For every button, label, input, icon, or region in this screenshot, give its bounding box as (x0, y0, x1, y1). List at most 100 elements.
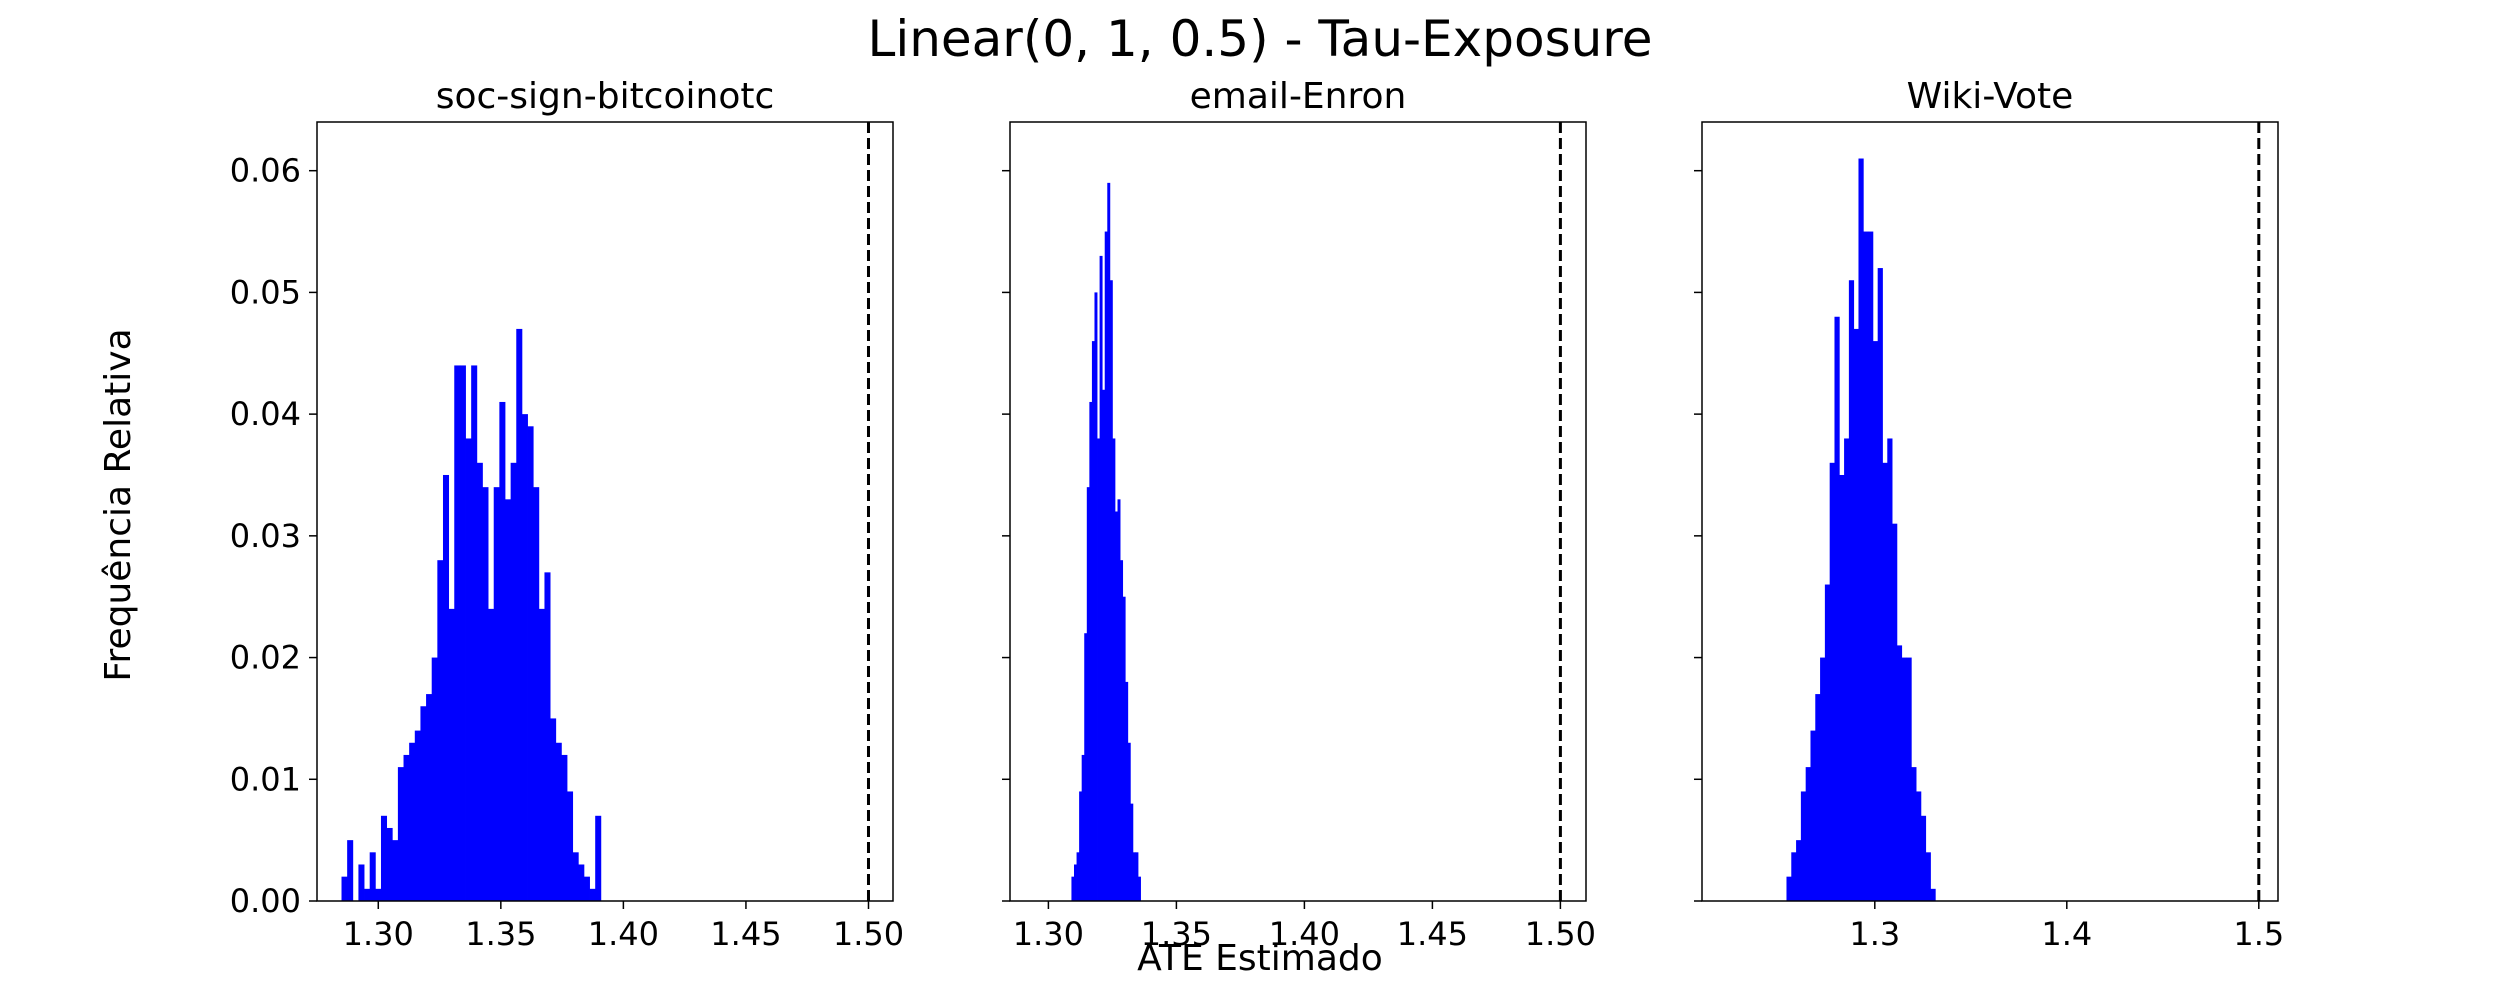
x-tick-label: 1.50 (1525, 915, 1596, 953)
histogram-bar (1858, 158, 1864, 901)
histogram-panel-3: 1.3 1.4 1.5 Wiki-Vote (1694, 76, 2284, 953)
histogram-bar (380, 815, 388, 901)
histogram-panel-2: 1.30 1.35 1.40 1.45 1.50 email-Enron (1002, 76, 1596, 953)
histogram-bar (561, 754, 568, 901)
plot-frame (1009, 121, 1587, 902)
histogram-bar (533, 487, 540, 901)
histogram-bar (465, 438, 472, 901)
histogram-bar (589, 888, 596, 901)
x-tick-label: 1.4 (2041, 915, 2092, 953)
panel-title: email-Enron (1190, 76, 1407, 117)
histogram-bar (1815, 694, 1821, 901)
histogram-bar (1120, 560, 1124, 901)
x-tick-label: 1.5 (2233, 915, 2284, 953)
figure-title: Linear(0, 1, 0.5) - Tau-Exposure (867, 10, 1652, 68)
histogram-bar (504, 499, 512, 901)
histogram-bar (1084, 633, 1088, 901)
x-tick-label: 1.45 (710, 915, 781, 953)
histogram-bars (341, 328, 602, 901)
histogram-bar (1882, 462, 1888, 901)
plot-frame (1701, 121, 2279, 902)
histogram-bar (392, 840, 399, 901)
histogram-bar (1117, 499, 1121, 901)
histogram-bar (1906, 657, 1912, 901)
y-tick-label: 0.05 (230, 273, 301, 311)
histogram-bar (1127, 742, 1131, 901)
y-tick-label: 0.00 (230, 882, 301, 920)
histogram-bar (1081, 754, 1085, 901)
histogram-bar (1094, 292, 1098, 901)
histogram-bar (1916, 791, 1922, 901)
histogram-bar (369, 852, 376, 901)
y-tick-label: 0.02 (230, 639, 301, 677)
histogram-bar (516, 328, 523, 901)
histogram-bar (1114, 511, 1118, 901)
histogram-bar (471, 365, 478, 901)
histogram-bar (493, 487, 500, 901)
histogram-bar (583, 876, 590, 901)
histogram-bar (1135, 852, 1139, 901)
histogram-bar (1791, 852, 1797, 901)
histogram-bar (1112, 438, 1116, 901)
panel-title: Wiki-Vote (1907, 76, 2074, 117)
x-axis-label: ATE Estimado (1137, 938, 1383, 979)
histogram-bar (1887, 438, 1893, 901)
histogram-bar (1786, 876, 1792, 901)
x-tick-label: 1.50 (833, 915, 904, 953)
histogram-bar (1834, 316, 1840, 901)
histogram-bar (358, 864, 365, 901)
histogram-bar (1848, 280, 1855, 901)
histogram-bar (403, 754, 410, 901)
histogram-bar (1091, 341, 1095, 901)
histogram-bar (499, 401, 506, 901)
histogram-bar (431, 657, 438, 901)
histogram-bar (1071, 876, 1075, 901)
histogram-bar (1109, 280, 1113, 901)
histogram-bar (1076, 852, 1080, 901)
histogram-bar (567, 791, 574, 901)
histogram-bar (1824, 584, 1831, 901)
histogram-bar (1074, 864, 1077, 901)
histogram-bar (414, 730, 421, 901)
x-tick-label: 1.35 (1141, 915, 1212, 953)
histogram-panel-1: 1.30 1.35 1.40 1.45 1.50 0.00 0.01 0.02 0.03 0.04… (230, 76, 904, 953)
histogram-bar (595, 815, 602, 901)
histogram-bar (397, 767, 404, 901)
histogram-bar (1896, 645, 1903, 901)
histogram-bar (1805, 767, 1811, 901)
histogram-bar (578, 864, 585, 901)
histogram-bar (550, 718, 557, 901)
histogram-bar (448, 608, 455, 901)
histogram-bar (1122, 596, 1126, 901)
histogram-bar (1925, 852, 1931, 901)
x-tick-label: 1.45 (1397, 915, 1468, 953)
histogram-bar (1102, 389, 1106, 901)
histogram-bar (1107, 182, 1111, 901)
histogram-bar (1810, 730, 1816, 901)
histogram-bar (1930, 888, 1936, 901)
plot-frame (316, 121, 894, 902)
histogram-bar (364, 888, 371, 901)
histogram-bar (1099, 255, 1103, 901)
histogram-bar (1132, 852, 1136, 901)
histogram-bars (1071, 182, 1141, 901)
histogram-bar (426, 694, 433, 901)
histogram-bar (347, 840, 354, 901)
histogram-bar (1911, 767, 1917, 901)
histogram-bar (386, 827, 393, 901)
histogram-bar (476, 462, 483, 901)
histogram-bar (375, 888, 382, 901)
y-tick-label: 0.03 (230, 517, 301, 555)
x-tick-label: 1.30 (1013, 915, 1084, 953)
histogram-bar (1079, 791, 1083, 901)
histogram-bar (572, 852, 579, 901)
histogram-bar (482, 487, 489, 901)
histogram-bar (544, 572, 551, 901)
histogram-bar (1853, 328, 1859, 901)
histogram-bar (1920, 815, 1927, 901)
histogram-bar (521, 414, 528, 901)
y-tick-label: 0.06 (230, 152, 301, 190)
histogram-bar (341, 876, 348, 901)
histogram-bar (454, 365, 461, 901)
